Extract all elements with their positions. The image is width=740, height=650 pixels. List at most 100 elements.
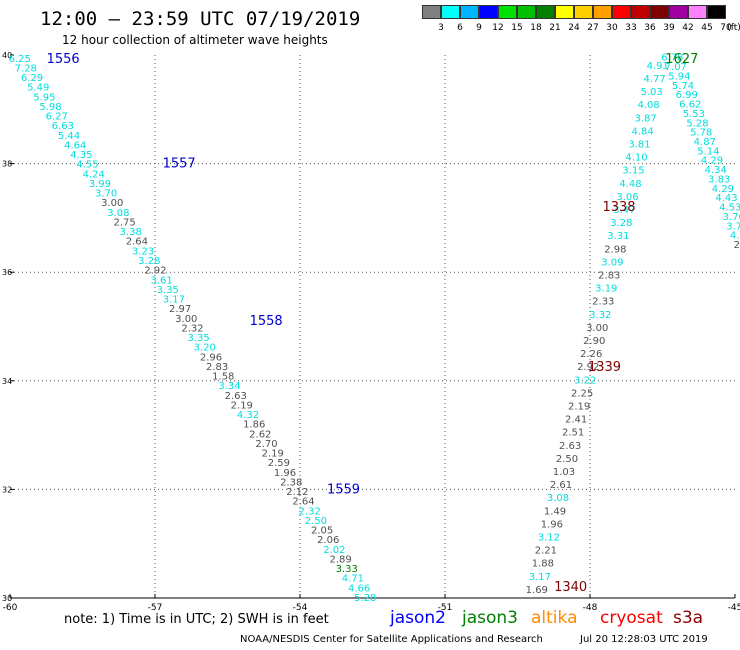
- swh-value: 2.64: [126, 237, 148, 248]
- swh-value: 3.28: [610, 218, 632, 229]
- swh-value: 1.88: [532, 559, 554, 570]
- lon-tick-label: -48: [583, 603, 598, 613]
- legend-label: 42: [682, 23, 694, 33]
- swh-value: 3.35: [157, 285, 179, 296]
- swh-value: 3.28: [138, 256, 160, 267]
- footnote: note: 1) Time is in UTC; 2) SWH is in fe…: [64, 612, 329, 627]
- swh-value: 3.83: [708, 175, 730, 186]
- swh-value: 3.12: [538, 533, 560, 544]
- legend-label: 24: [568, 23, 580, 33]
- swh-value: 3.99: [89, 179, 111, 190]
- swh-value: 2.61: [550, 480, 572, 491]
- swh-value: 5.98: [39, 102, 61, 113]
- swh-value: 2.92: [144, 266, 166, 277]
- swh-value: 5.94: [668, 71, 690, 82]
- swh-value: 1.96: [274, 468, 296, 479]
- swh-value: 4.08: [637, 100, 659, 111]
- swh-value: 5.95: [33, 92, 55, 103]
- swh-value: 2.26: [580, 349, 602, 360]
- swh-value: 1.69: [526, 585, 548, 596]
- swh-value: 4.71: [342, 574, 364, 585]
- swh-value: 4.29: [701, 156, 723, 167]
- pass-number-label: 1557: [163, 157, 196, 172]
- axis-ticks: -60 -57 -54 -51 -48 -45 40 38 36 34 32 30: [2, 51, 740, 613]
- swh-value: 1.58: [212, 372, 234, 383]
- swh-value: 6.78: [661, 53, 683, 64]
- swh-value: 2.83: [206, 362, 228, 373]
- swh-value: 2.63: [225, 391, 247, 402]
- swh-value: 3.22: [574, 375, 596, 386]
- legend-label: 18: [530, 23, 542, 33]
- swh-value: 2.98: [604, 244, 626, 255]
- swh-value: 4.04: [730, 231, 740, 242]
- legend-swatch: [688, 5, 707, 19]
- swh-value: 4.64: [64, 141, 86, 152]
- swh-value: 3.70: [95, 189, 117, 200]
- legend-label: 3: [438, 23, 444, 33]
- swh-value: 6.25: [9, 54, 31, 65]
- pass-number-label: 1558: [250, 314, 283, 329]
- swh-value: 4.91: [647, 61, 669, 72]
- swh-value: 6.29: [21, 73, 43, 84]
- swh-value: 4.24: [83, 169, 105, 180]
- swh-value: 3.20: [194, 343, 216, 354]
- lon-tick-label: -57: [148, 603, 163, 613]
- swh-value: 3.00: [586, 323, 608, 334]
- lon-tick-label: -51: [438, 603, 453, 613]
- swh-value: 3.33: [336, 564, 358, 575]
- satellite-s3a: s3a: [673, 608, 704, 628]
- swh-value: 5.03: [640, 87, 662, 98]
- swh-value: 2.25: [571, 388, 593, 399]
- swh-value: 2.50: [556, 454, 578, 465]
- swh-value: 2.32: [299, 506, 321, 517]
- legend-swatch: [479, 5, 498, 19]
- swh-value: 2.89: [329, 555, 351, 566]
- legend-label: 12: [492, 23, 504, 33]
- swh-value: 1.86: [243, 420, 265, 431]
- swh-value: 4.35: [70, 150, 92, 161]
- swh-value: 2.83: [598, 271, 620, 282]
- swh-value: 2.38: [280, 478, 302, 489]
- swh-value: 5.78: [690, 128, 712, 139]
- legend-label: 21: [549, 23, 561, 33]
- lat-tick-label: 40: [2, 51, 12, 60]
- legend-label: 9: [476, 23, 482, 33]
- swh-value: 4.87: [694, 137, 716, 148]
- swh-value: 4.29: [712, 184, 734, 195]
- swh-value: 2.70: [255, 439, 277, 450]
- swh-value: 1.03: [553, 467, 575, 478]
- legend-swatch: [650, 5, 669, 19]
- lon-tick-label: -60: [3, 603, 18, 613]
- legend-swatch: [498, 5, 517, 19]
- satellite-cryosat: cryosat: [600, 608, 663, 628]
- swh-value: 2.97: [169, 304, 191, 315]
- legend-label: 30: [606, 23, 618, 33]
- swh-value: 6.99: [676, 90, 698, 101]
- swh-value: 5.28: [354, 593, 376, 604]
- swh-value: 2.32: [181, 323, 203, 334]
- pass-number-label: 1559: [327, 482, 360, 497]
- swh-value: 3.87: [634, 113, 656, 124]
- legend-label: 45: [701, 23, 713, 33]
- swh-value: 3.17: [163, 295, 185, 306]
- swh-value: 3.09: [601, 257, 623, 268]
- swh-value: 2.21: [535, 546, 557, 557]
- swh-value: 3.08: [107, 208, 129, 219]
- swh-value: 2.59: [268, 458, 290, 469]
- pass-number-label: 1627: [665, 52, 698, 67]
- swh-value: 2.64: [292, 497, 314, 508]
- legend-swatch: [536, 5, 555, 19]
- swh-value: 4.84: [631, 126, 653, 137]
- pass-number-label: 1339: [588, 360, 621, 375]
- swh-value: 1.49: [544, 506, 566, 517]
- swh-value: 3.15: [622, 166, 644, 177]
- pass-number-label: 1338: [602, 200, 635, 215]
- swh-value: 2.19: [231, 400, 253, 411]
- lat-tick-label: 32: [2, 485, 12, 494]
- swh-value: 2.92: [577, 362, 599, 373]
- legend-swatch: [555, 5, 574, 19]
- swh-value: 5.44: [58, 131, 80, 142]
- swh-value: 1.96: [541, 519, 563, 530]
- legend-label: 15: [511, 23, 523, 33]
